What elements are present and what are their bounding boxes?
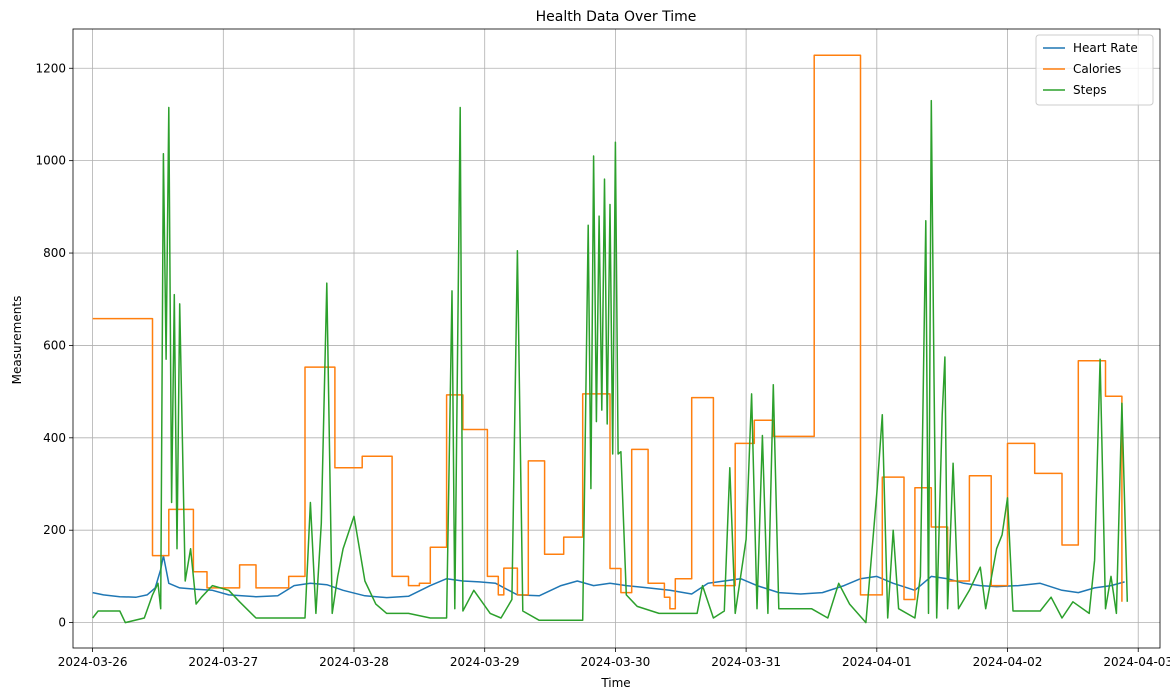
y-tick-label: 0 xyxy=(58,616,66,630)
series-line-calories xyxy=(92,54,1123,610)
x-tick-label: 2024-04-01 xyxy=(842,655,912,669)
x-tick-label: 2024-03-31 xyxy=(711,655,781,669)
x-tick-label: 2024-03-30 xyxy=(581,655,651,669)
x-tick-label: 2024-03-28 xyxy=(319,655,389,669)
x-tick-label: 2024-03-29 xyxy=(450,655,520,669)
y-tick-label: 1000 xyxy=(35,154,66,168)
plot-area-frame xyxy=(72,28,1161,649)
x-tick-label: 2024-03-27 xyxy=(188,655,258,669)
x-tick-label: 2024-04-02 xyxy=(973,655,1043,669)
legend-label-steps: Steps xyxy=(1073,83,1107,97)
x-tick-label: 2024-03-26 xyxy=(58,655,128,669)
legend-frame xyxy=(1035,34,1154,106)
y-axis-label: Measurements xyxy=(10,296,24,385)
series-lines xyxy=(92,54,1129,624)
axis-ticks: 2024-03-26 2024-03-27 2024-03-28 2024-03-29… xyxy=(35,61,1170,669)
y-tick-label: 600 xyxy=(43,338,66,352)
legend-label-calories: Calories xyxy=(1073,62,1121,76)
y-tick-label: 200 xyxy=(43,523,66,537)
legend: Heart Rate Calories Steps xyxy=(1035,34,1154,106)
chart-title: Health Data Over Time xyxy=(536,9,697,25)
series-line-steps xyxy=(92,99,1129,624)
y-tick-label: 800 xyxy=(43,246,66,260)
legend-label-heart-rate: Heart Rate xyxy=(1073,41,1138,55)
x-axis-label: Time xyxy=(600,676,630,690)
y-tick-label: 400 xyxy=(43,431,66,445)
y-tick-label: 1200 xyxy=(35,61,66,75)
x-tick-label: 2024-04-03 xyxy=(1103,655,1170,669)
